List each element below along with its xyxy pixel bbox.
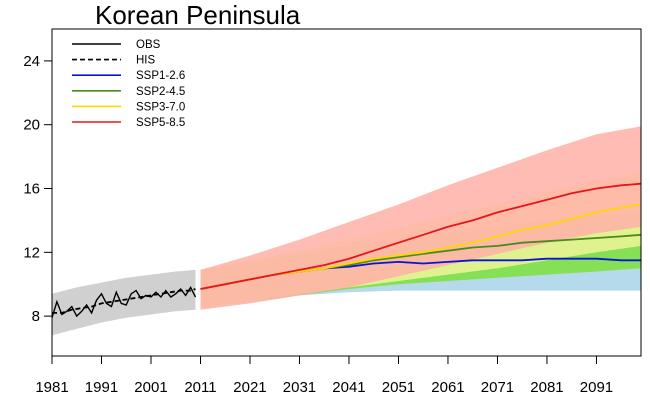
x-tick-label: 2021 — [233, 379, 266, 396]
x-tick-label: 2051 — [382, 379, 415, 396]
y-tick-label: 24 — [23, 53, 40, 70]
chart-title: Korean Peninsula — [95, 0, 301, 30]
legend-label-ssp1-2-6: SSP1-2.6 — [136, 70, 185, 82]
legend: OBS HIS SSP1-2.6 SSP2-4.5 SSP3-7.0 SSP5-8.5 — [72, 39, 185, 129]
series-line-obs — [51, 285, 197, 318]
legend-label-his: HIS — [136, 55, 156, 67]
plot-frame — [51, 28, 642, 357]
x-tick-label: 2041 — [332, 379, 365, 396]
y-tick-label: 20 — [23, 117, 40, 134]
y-tick-label: 12 — [23, 244, 40, 261]
x-tick-label: 2071 — [481, 379, 514, 396]
x-tick-label: 2011 — [184, 379, 216, 396]
y-tick-label: 16 — [23, 181, 40, 198]
x-tick-label: 1991 — [85, 379, 118, 396]
legend-label-ssp5-8-5: SSP5-8.5 — [136, 117, 185, 129]
x-axis: 1981 1991 2001 2011 2021 2031 2041 2051 2061 2071… — [35, 356, 613, 396]
series-line-his — [52, 288, 196, 314]
legend-label-ssp2-4-5: SSP2-4.5 — [136, 86, 185, 98]
x-tick-label: 2061 — [431, 379, 464, 396]
legend-label-obs: OBS — [136, 39, 161, 51]
series-line-ssp5-8-5 — [200, 182, 642, 290]
x-tick-label: 1981 — [35, 379, 68, 396]
x-tick-label: 2001 — [134, 379, 167, 396]
x-tick-label: 2091 — [580, 379, 613, 396]
x-tick-label: 2031 — [283, 379, 316, 396]
band-his-range — [52, 269, 196, 336]
y-tick-label: 8 — [32, 308, 40, 325]
uncertainty-bands — [52, 126, 641, 336]
series-lines — [51, 182, 642, 318]
y-axis: 8 12 16 20 24 — [23, 53, 52, 325]
legend-label-ssp3-7-0: SSP3-7.0 — [136, 101, 185, 113]
x-tick-label: 2081 — [530, 379, 563, 396]
band-ssp5-8-5-range — [200, 126, 641, 310]
